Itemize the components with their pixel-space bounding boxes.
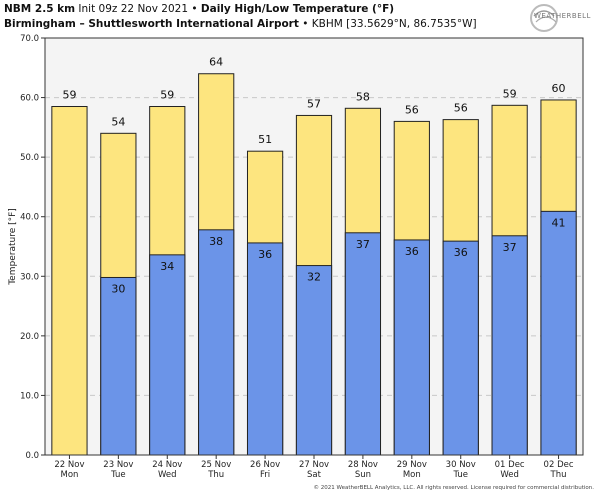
low-temp-label: 37 xyxy=(503,241,517,254)
low-temp-label: 36 xyxy=(405,245,419,258)
header-line-1: NBM 2.5 km Init 09z 22 Nov 2021 • Daily … xyxy=(4,2,534,17)
low-temp-bar xyxy=(246,242,284,456)
x-tick-label-weekday: Thu xyxy=(550,470,567,480)
x-tick-label-date: 26 Nov xyxy=(250,460,280,470)
logo-text: WEATHERBELL xyxy=(534,12,591,20)
high-temp-label: 58 xyxy=(356,90,370,103)
x-tick-label-weekday: Fri xyxy=(260,470,270,480)
low-temp-label: 36 xyxy=(454,246,468,259)
x-tick-label-date: 24 Nov xyxy=(152,460,182,470)
low-temp-bar xyxy=(491,235,528,456)
x-tick-label-date: 30 Nov xyxy=(446,460,476,470)
y-axis-label: Temperature [°F] xyxy=(8,208,18,286)
high-temp-label: 60 xyxy=(552,82,566,95)
high-temp-label: 59 xyxy=(62,89,76,102)
y-tick-label: 0.0 xyxy=(25,451,39,461)
header-line-2: Birmingham – Shuttlesworth International… xyxy=(4,17,534,32)
low-temp-label: 34 xyxy=(160,260,174,273)
low-temp-label: 41 xyxy=(552,216,566,229)
x-tick-label-weekday: Wed xyxy=(158,470,177,480)
high-temp-label: 51 xyxy=(258,133,272,146)
x-tick-label-weekday: Mon xyxy=(403,470,421,480)
low-temp-bar xyxy=(295,265,333,456)
low-temp-bar xyxy=(344,232,382,456)
low-temp-bar xyxy=(540,210,577,456)
low-temp-bar xyxy=(442,240,479,456)
y-tick-label: 10.0 xyxy=(20,391,39,401)
x-tick-label-date: 25 Nov xyxy=(201,460,231,470)
y-tick-label: 40.0 xyxy=(20,213,39,223)
low-temp-bar xyxy=(149,254,186,456)
high-temp-label: 57 xyxy=(307,97,321,110)
x-tick-label-date: 02 Dec xyxy=(544,460,574,470)
high-temp-label: 59 xyxy=(160,89,174,102)
weatherbell-swirl-logo-icon xyxy=(530,4,558,32)
x-tick-label-weekday: Tue xyxy=(110,470,126,480)
low-temp-label: 32 xyxy=(307,271,321,284)
y-tick-label: 60.0 xyxy=(20,94,39,104)
chart-title: Daily High/Low Temperature (°F) xyxy=(200,3,395,15)
station-meta: • KBHM [33.5629°N, 86.7535°W] xyxy=(302,18,477,30)
low-temp-label: 36 xyxy=(258,248,272,261)
low-temp-bar xyxy=(393,239,430,456)
x-tick-label-date: 22 Nov xyxy=(54,460,84,470)
high-temp-label: 56 xyxy=(454,102,468,115)
low-temp-bar xyxy=(100,276,137,456)
plot-frame xyxy=(44,37,584,456)
header-bullet: • xyxy=(191,3,198,15)
model-name: NBM 2.5 km xyxy=(4,3,76,15)
y-tick-label: 20.0 xyxy=(20,332,39,342)
high-temp-label: 56 xyxy=(405,103,419,116)
low-temp-label: 37 xyxy=(356,238,370,251)
high-temp-bar xyxy=(51,106,88,456)
x-tick-label-date: 28 Nov xyxy=(348,460,378,470)
low-temp-label: 38 xyxy=(209,235,223,248)
high-temp-label: 54 xyxy=(111,115,125,128)
high-temp-label: 59 xyxy=(503,87,517,100)
x-tick-label-weekday: Tue xyxy=(452,470,468,480)
y-tick-label: 70.0 xyxy=(20,34,39,44)
x-tick-label-date: 29 Nov xyxy=(397,460,427,470)
high-temp-label: 64 xyxy=(209,56,223,69)
x-tick-label-date: 01 Dec xyxy=(495,460,525,470)
low-temp-bar xyxy=(198,229,235,456)
y-tick-label: 50.0 xyxy=(20,153,39,163)
x-tick-label-weekday: Thu xyxy=(207,470,224,480)
y-tick-label: 30.0 xyxy=(20,272,39,282)
copyright-note: © 2021 WeatherBELL Analytics, LLC. All r… xyxy=(313,485,594,491)
x-tick-label-weekday: Sun xyxy=(355,470,371,480)
x-tick-label-weekday: Sat xyxy=(307,470,322,480)
init-time: Init 09z 22 Nov 2021 xyxy=(78,3,189,15)
station-name: Birmingham – Shuttlesworth International… xyxy=(4,18,299,30)
low-temp-label: 30 xyxy=(111,282,125,295)
x-tick-label-date: 23 Nov xyxy=(103,460,133,470)
chart-header: NBM 2.5 km Init 09z 22 Nov 2021 • Daily … xyxy=(4,2,534,32)
weatherbell-logo: WEATHERBELL xyxy=(526,2,592,34)
x-tick-label-date: 27 Nov xyxy=(299,460,329,470)
x-tick-label-weekday: Mon xyxy=(60,470,78,480)
x-tick-label-weekday: Wed xyxy=(500,470,519,480)
